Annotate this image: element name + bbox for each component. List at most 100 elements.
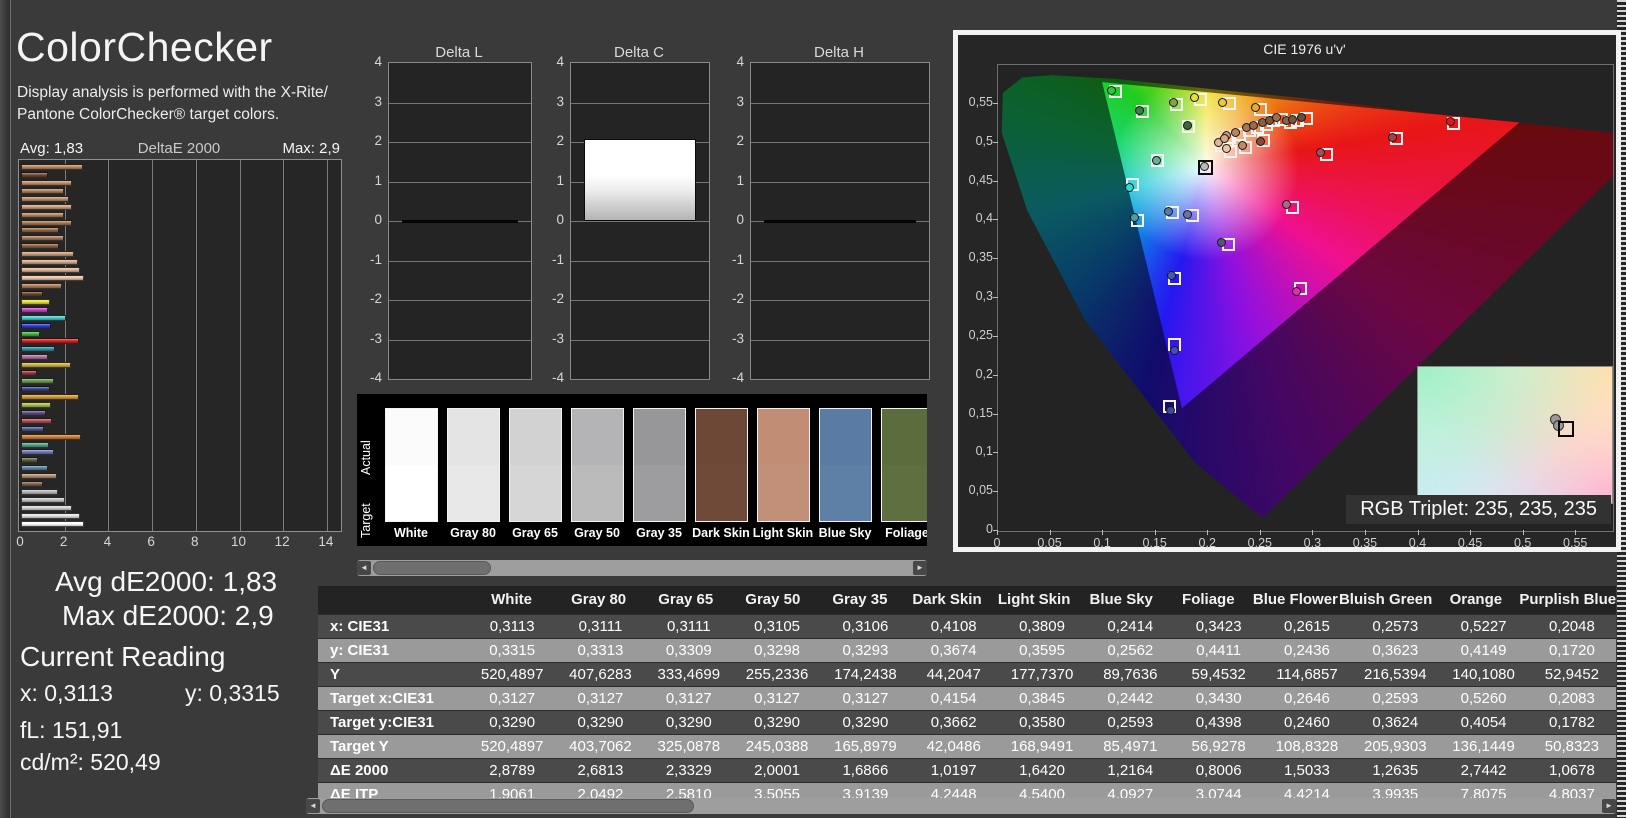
cie-measured-dot	[1130, 212, 1140, 222]
de2000-bar	[21, 417, 53, 424]
cie-measured-dot	[1218, 97, 1228, 107]
table-cell: 0,3430	[1195, 690, 1242, 707]
table-row: ΔE 2000 2,8789 2,6813 2,3329 2,0001 1,6866 1,0…	[318, 759, 1616, 783]
table-cell: 0,2593	[1372, 690, 1419, 707]
cie-x-tick: 0,55	[1563, 536, 1588, 550]
de2000-bar	[21, 298, 51, 305]
cie-x-tickmark	[1364, 530, 1366, 535]
delta-y-tick: 1	[374, 172, 382, 188]
table-cell: 0,5227	[1460, 618, 1507, 635]
cie-y-tickmark	[993, 180, 998, 182]
cie-measured-dot	[1445, 117, 1455, 127]
table-cell: 1,6420	[1019, 762, 1065, 779]
swatch-scrollbar-left-arrow[interactable]: ◄	[357, 561, 371, 575]
swatch-target-half	[820, 465, 871, 521]
table-cell: 56,9278	[1191, 738, 1246, 755]
cie-x-tick: 0,5	[1513, 536, 1532, 550]
table-cell: 520,4897	[480, 738, 544, 755]
swatch-name: Gray 80	[450, 526, 496, 540]
table-cell: 1,2164	[1107, 762, 1154, 779]
cie-x-tick: 0,1	[1093, 536, 1111, 550]
swatch-scrollbar-thumb[interactable]	[373, 561, 491, 575]
cie-x-tickmark	[1154, 530, 1156, 535]
delta-y-tick: 3	[556, 93, 564, 109]
table-cell: 0,3315	[489, 642, 536, 659]
cie-x-tick: 0	[993, 536, 1001, 550]
table-cell: 0,3309	[665, 642, 712, 659]
cie-measured-dot	[1182, 210, 1192, 220]
table-cell: 2,8789	[489, 762, 536, 779]
de2000-bar	[21, 338, 80, 345]
window-left-edge	[0, 0, 11, 818]
current-x-readout: x: 0,3113	[20, 680, 113, 706]
table-cell: 0,3290	[489, 714, 536, 731]
table-cell: 0,2615	[1284, 618, 1330, 635]
de2000-bar	[21, 195, 70, 202]
de2000-bar	[21, 243, 60, 250]
delta-chart-plot-c	[570, 62, 710, 380]
swatch-white	[385, 408, 438, 522]
table-row: y: CIE31 0,3315 0,3313 0,3309 0,3298 0,3293 0,…	[318, 639, 1616, 663]
cie-measured-dot	[1387, 132, 1397, 142]
table-cell: 0,2460	[1284, 714, 1330, 731]
de2000-bar	[21, 251, 74, 258]
cie-measured-dot	[1190, 93, 1200, 103]
cie-measured-dot	[1135, 105, 1145, 115]
cie-current-target-square	[1198, 159, 1214, 175]
table-cell: 403,7062	[569, 738, 632, 755]
table-scrollbar[interactable]: ◄ ►	[306, 798, 1616, 814]
delta-y-tick: 0	[556, 212, 564, 227]
swatch-scrollbar[interactable]: ◄ ►	[357, 560, 927, 576]
table-row-label: Target y:CIE31	[330, 714, 434, 731]
cie-y-tickmark	[993, 491, 998, 493]
table-header-empty	[318, 586, 468, 614]
delta-gridline	[571, 300, 709, 301]
delta-y-tick: 4	[736, 54, 744, 69]
swatch-strip: Actual Target White Gray 80 Gray 65 Gray 50…	[357, 394, 927, 546]
table-cell: 2,0001	[754, 762, 801, 779]
delta-gridline	[751, 339, 929, 341]
table-cell: 0,3111	[666, 618, 711, 635]
swatch-scrollbar-right-arrow[interactable]: ►	[913, 561, 927, 575]
de2000-gridline	[152, 160, 154, 531]
table-column-header: Dark Skin	[912, 591, 982, 608]
table-column-header: Purplish Blue	[1519, 591, 1617, 608]
swatch-name: Light Skin	[752, 526, 814, 540]
swatch-dark-skin	[695, 408, 748, 522]
table-row-label: Target x:CIE31	[330, 690, 434, 707]
table-cell: 108,8328	[1275, 738, 1339, 755]
de2000-bar	[21, 441, 49, 448]
cie-x-tick: 0,2	[1198, 536, 1216, 550]
table-column-header: Orange	[1449, 591, 1503, 608]
cie-y-tickmark	[993, 413, 998, 415]
table-cell: 0,3127	[842, 690, 889, 707]
table-cell: 520,4897	[480, 666, 544, 683]
swatch-gray-80	[447, 408, 500, 522]
table-cell: 165,8979	[834, 738, 897, 755]
table-row-label: ΔE 2000	[330, 762, 389, 779]
de2000-bar	[21, 489, 58, 496]
table-cell: 0,3290	[577, 714, 624, 731]
table-column-header: Gray 50	[745, 591, 801, 608]
table-cell: 114,6857	[1276, 666, 1338, 683]
cie-panel: CIE 1976 u'v' RGB Triplet: 235, 235, 235…	[953, 30, 1621, 552]
table-scrollbar-left-arrow[interactable]: ◄	[306, 799, 320, 813]
table-scrollbar-thumb[interactable]	[322, 799, 694, 813]
cie-x-tick: 0,3	[1303, 536, 1322, 550]
de2000-bar	[21, 219, 72, 226]
cie-x-tickmark	[1049, 530, 1051, 535]
cie-measured-dot	[1165, 406, 1175, 416]
swatch-gray-50	[571, 408, 624, 522]
table-header-row: White Gray 80 Gray 65 Gray 50 Gray 35 Dark Sk…	[318, 586, 1616, 615]
delta-gridline	[389, 300, 531, 301]
cie-measured-dot	[1316, 148, 1326, 158]
table-column-header: Foliage	[1182, 591, 1235, 608]
swatch-gray-35	[633, 408, 686, 522]
table-scrollbar-right-arrow[interactable]: ►	[1602, 799, 1616, 813]
swatch-actual-half	[696, 409, 747, 465]
current-y-readout: y: 0,3315	[185, 680, 280, 706]
table-cell: 205,9303	[1363, 738, 1427, 755]
cie-x-tick: 0,45	[1457, 536, 1483, 550]
right-edge-dotted-scrollbar[interactable]	[1617, 0, 1626, 818]
delta-y-tick: -1	[731, 251, 744, 267]
